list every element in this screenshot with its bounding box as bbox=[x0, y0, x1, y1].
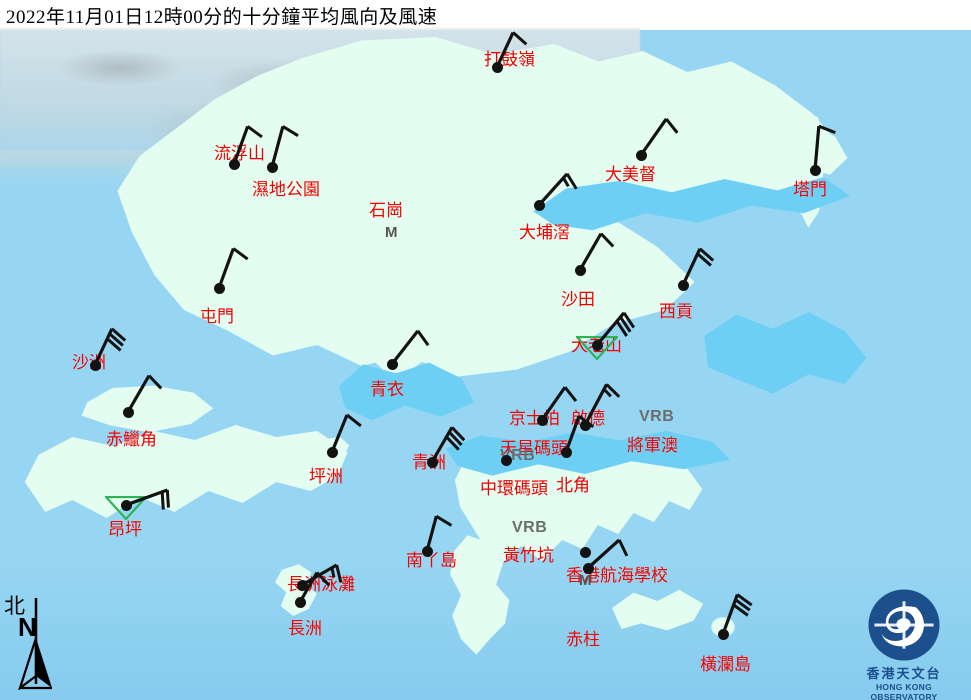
station-label: 昂坪 bbox=[108, 520, 142, 539]
wind-barb-icon bbox=[495, 31, 528, 68]
station-label: 大埔滘 bbox=[519, 223, 570, 242]
wind-barb-icon bbox=[93, 327, 127, 366]
wind-barb-icon bbox=[721, 593, 753, 635]
wind-barb-icon bbox=[681, 247, 715, 286]
station-label: 沙田 bbox=[561, 290, 595, 309]
variable-wind-marker: VRB bbox=[512, 519, 548, 536]
highland-station-triangle-icon bbox=[574, 335, 620, 361]
wind-barb-icon bbox=[126, 374, 163, 413]
station-label: 赤鱲角 bbox=[106, 430, 157, 449]
station-label: 長洲 bbox=[288, 619, 322, 638]
title-strip bbox=[0, 0, 971, 30]
wind-barb-icon bbox=[578, 232, 615, 271]
station-label: 黃竹坑 bbox=[503, 546, 554, 565]
wind-barb-icon bbox=[540, 386, 578, 421]
compass-label-en: N bbox=[18, 612, 37, 642]
station-label: 橫瀾島 bbox=[700, 655, 751, 674]
station-label: 西貢 bbox=[659, 302, 693, 321]
station-label: 中環碼頭 bbox=[480, 479, 548, 498]
station-label: 屯門 bbox=[200, 307, 234, 326]
missing-data-marker: M bbox=[385, 224, 398, 241]
variable-wind-marker: VRB bbox=[639, 408, 675, 425]
station-label: 石崗 bbox=[369, 201, 403, 220]
hko-logo-cn: 香港天文台 bbox=[866, 666, 942, 681]
wind-barb-icon bbox=[390, 329, 430, 365]
station-dot bbox=[579, 547, 591, 558]
station-dot bbox=[500, 454, 512, 466]
missing-data-marker: M bbox=[579, 572, 592, 589]
station-label: 大美督 bbox=[605, 165, 656, 184]
wind-barb-icon bbox=[298, 571, 331, 603]
station-label: 將軍澳 bbox=[627, 436, 678, 455]
wind-barb-icon bbox=[813, 124, 836, 171]
hko-emblem-icon bbox=[868, 589, 940, 661]
hko-logo-en: HONG KONG OBSERVATORY bbox=[870, 682, 938, 700]
wind-barb-icon bbox=[586, 538, 629, 570]
compass-needle-icon bbox=[18, 598, 52, 690]
wind-barb-icon bbox=[232, 125, 263, 165]
page-title: 2022年11月01日12時00分的十分鐘平均風向及風速 bbox=[6, 7, 438, 28]
station-label: 塔門 bbox=[793, 180, 827, 199]
bay-victoria-harbour bbox=[445, 430, 730, 476]
station-label: 坪洲 bbox=[309, 467, 343, 486]
wind-barb-icon bbox=[639, 118, 679, 156]
wind-barb-icon bbox=[537, 172, 578, 207]
wind-barb-icon bbox=[330, 413, 362, 453]
wind-barb-icon bbox=[217, 247, 249, 289]
highland-station-triangle-icon bbox=[103, 495, 149, 521]
station-label: 赤柱 bbox=[566, 630, 600, 649]
station-label: 南丫島 bbox=[406, 551, 457, 570]
compass-label-cn: 北 bbox=[4, 594, 25, 618]
wind-barb-icon bbox=[583, 383, 621, 426]
wind-barb-icon bbox=[564, 415, 595, 453]
station-label: 北角 bbox=[556, 476, 590, 495]
wind-barb-icon bbox=[430, 426, 466, 463]
wind-barb-icon bbox=[270, 125, 299, 168]
station-label: 天星碼頭 bbox=[500, 439, 568, 458]
station-label: 青衣 bbox=[370, 380, 404, 399]
wind-barb-icon bbox=[125, 488, 170, 510]
hko-logo: 香港天文台 HONG KONG OBSERVATORY bbox=[848, 588, 960, 700]
wind-barb-icon bbox=[425, 514, 453, 552]
wind-barb-icon bbox=[595, 311, 636, 347]
station-label: 濕地公園 bbox=[252, 180, 320, 199]
